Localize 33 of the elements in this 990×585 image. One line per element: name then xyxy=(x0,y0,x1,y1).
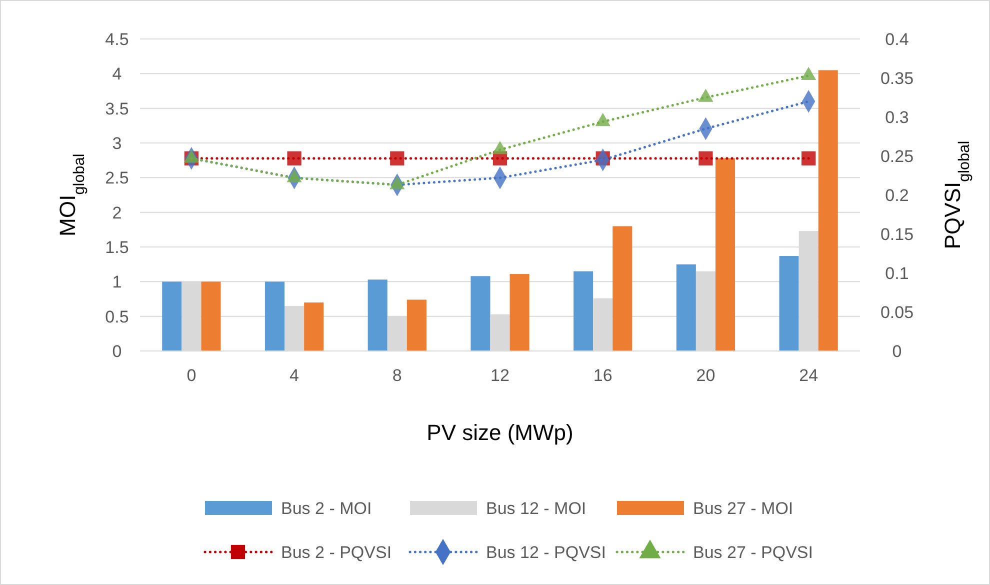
legend-label: Bus 12 - PQVSI xyxy=(486,543,606,562)
y-tick-label: 1.5 xyxy=(105,238,129,257)
legend-label: Bus 27 - MOI xyxy=(693,499,794,518)
y-tick-label: 2 xyxy=(112,203,122,222)
x-tick-label: 8 xyxy=(392,366,402,385)
y-tick-label: 0.5 xyxy=(105,307,129,326)
x-tick-label: 4 xyxy=(290,366,300,385)
y2-tick-label: 0.4 xyxy=(885,30,909,49)
x-tick-label: 24 xyxy=(799,366,818,385)
legend-label: Bus 27 - PQVSI xyxy=(693,543,813,562)
y2-tick-label: 0.05 xyxy=(880,303,914,322)
y2-tick-label: 0.35 xyxy=(880,69,914,88)
y2-tick-label: 0.2 xyxy=(885,186,909,205)
y2-tick-label: 0.1 xyxy=(885,264,909,283)
y-tick-label: 2.5 xyxy=(105,168,129,188)
legend-label: Bus 2 - PQVSI xyxy=(281,543,392,562)
y2-tick-label: 0.3 xyxy=(885,108,909,127)
y2-tick-label: 0.15 xyxy=(880,225,914,244)
x-tick-label: 20 xyxy=(696,366,716,385)
y-tick-label: 3 xyxy=(112,134,122,153)
y2-tick-label: 0 xyxy=(892,342,902,361)
x-tick-label: 0 xyxy=(186,366,196,385)
y-tick-label: 1 xyxy=(112,272,122,292)
legend-label: Bus 2 - MOI xyxy=(281,499,372,518)
x-axis-title: PV size (MWp) xyxy=(426,420,574,445)
x-tick-label: 12 xyxy=(490,366,510,385)
x-tick-label: 16 xyxy=(593,366,612,385)
y2-tick-label: 0.25 xyxy=(880,147,914,166)
y-tick-label: 4.5 xyxy=(105,30,129,49)
legend-label: Bus 12 - MOI xyxy=(486,499,586,518)
y-tick-label: 4 xyxy=(112,64,122,84)
y-tick-label: 3.5 xyxy=(105,99,129,118)
y-tick-label: 0 xyxy=(112,342,122,361)
